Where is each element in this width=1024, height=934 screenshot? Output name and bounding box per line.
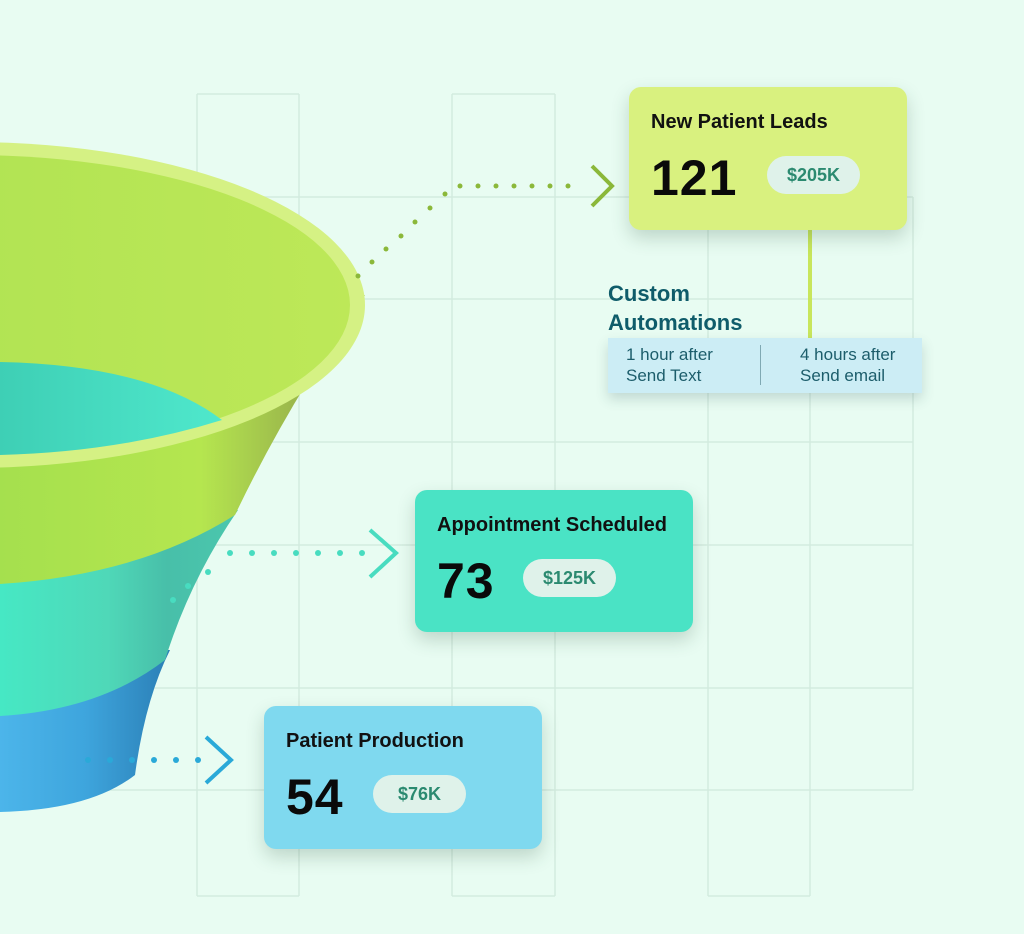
automations-title: Custom Automations	[608, 279, 742, 337]
connector-production	[85, 757, 201, 763]
step-delay: 1 hour after	[626, 345, 713, 364]
card-title: Appointment Scheduled	[437, 514, 667, 536]
automation-step-1[interactable]: 1 hour after Send Text	[626, 344, 713, 386]
card-value-badge: $76K	[373, 775, 466, 813]
card-count: 73	[437, 553, 495, 609]
card-count: 54	[286, 769, 344, 825]
card-appointment-scheduled[interactable]: Appointment Scheduled 73 $125K	[415, 490, 693, 632]
step-delay: 4 hours after	[800, 345, 896, 364]
connector-leads	[355, 183, 571, 279]
card-count: 121	[651, 150, 738, 206]
automations-title-line2: Automations	[608, 310, 743, 335]
step-action: Send Text	[626, 366, 702, 385]
card-title: Patient Production	[286, 730, 464, 752]
card-new-patient-leads[interactable]: New Patient Leads 121 $205K	[629, 87, 907, 230]
card-value-badge: $125K	[523, 559, 616, 597]
funnel-opening	[0, 362, 222, 455]
arrow-production-icon	[204, 735, 234, 785]
card-title: New Patient Leads	[651, 111, 828, 133]
card-value-badge: $205K	[767, 156, 860, 194]
step-action: Send email	[800, 366, 886, 385]
automation-step-2[interactable]: 4 hours after Send email	[800, 344, 895, 386]
arrow-appointment-icon	[368, 528, 399, 579]
automations-box: 1 hour after Send Text 4 hours after Sen…	[608, 338, 922, 393]
card-patient-production[interactable]: Patient Production 54 $76K	[264, 706, 542, 849]
arrow-leads-icon	[590, 164, 615, 208]
connector-appointment	[170, 550, 365, 603]
automations-title-line1: Custom	[608, 281, 690, 306]
divider	[760, 345, 761, 385]
